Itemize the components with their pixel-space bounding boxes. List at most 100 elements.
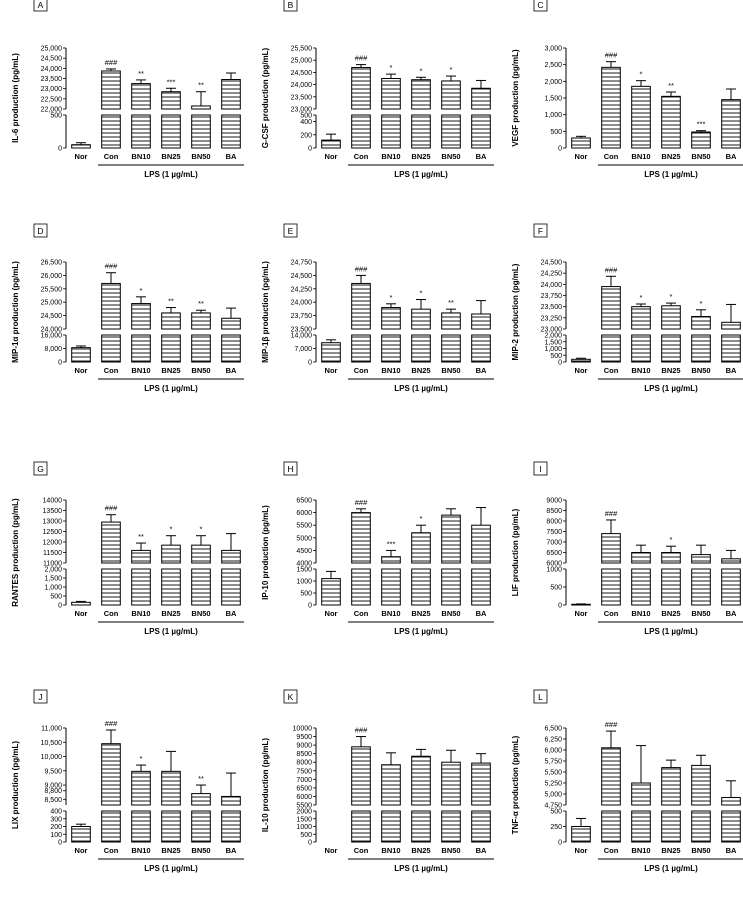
x-tick-label: Con: [104, 366, 119, 375]
bar-con: ### Con: [101, 58, 121, 161]
y-tick-label: 23,250: [541, 315, 563, 322]
bar-segment-upper: [411, 755, 431, 806]
y-tick-label: 6,500: [544, 726, 562, 733]
panel-h: H 4000 4500 5000 5500 6000 6500 0 500 1000 1500 IP-…: [261, 461, 494, 636]
bar-bn25: ** BN25: [661, 81, 681, 161]
significance-mark: ###: [355, 264, 368, 273]
bar-ba: BA: [221, 772, 241, 855]
bar-segment-upper: [101, 282, 121, 330]
bar-segment-upper: [721, 321, 741, 330]
x-tick-label: Nor: [325, 366, 338, 375]
y-tick-label: 8,800: [44, 788, 62, 795]
significance-mark: ###: [605, 720, 618, 729]
significance-mark: *: [170, 525, 173, 534]
bar-nor: Nor: [71, 142, 91, 161]
bar-segment-lower: [411, 568, 431, 606]
y-tick-label: 8000: [546, 519, 562, 526]
y-tick-label: 9,000: [44, 783, 62, 790]
panel-letter: K: [288, 692, 294, 702]
y-tick-label: 6500: [546, 550, 562, 557]
bar-con: ### Con: [101, 719, 121, 855]
bar-segment-upper: [221, 795, 241, 806]
bar-segment-lower: [441, 114, 461, 149]
bar-segment: [71, 826, 91, 843]
significance-mark: ###: [355, 54, 368, 63]
significance-mark: ***: [167, 77, 176, 86]
y-tick-label: 23,500: [41, 76, 63, 83]
x-tick-label: BN10: [131, 366, 150, 375]
significance-mark: *: [200, 525, 203, 534]
bar-segment-upper: [631, 306, 651, 330]
bar-segment-upper: [161, 91, 181, 110]
y-tick-label: 500: [300, 591, 312, 598]
y-tick-label: 5,250: [544, 781, 562, 788]
y-tick-label: 1000: [546, 567, 562, 574]
y-tick-label: 24,500: [541, 260, 563, 267]
bar-segment-lower: [471, 568, 491, 606]
y-tick-label: 1,000: [544, 112, 562, 119]
y-tick-label: 500: [550, 353, 562, 360]
bar-segment-upper: [191, 793, 211, 806]
y-tick-label: 200: [300, 132, 312, 139]
y-tick-label: 13000: [43, 519, 63, 526]
y-tick-label: 24,500: [291, 70, 313, 77]
significance-mark: *: [640, 293, 643, 302]
bar-segment-upper: [721, 558, 741, 564]
significance-mark: ###: [105, 262, 118, 271]
x-tick-label: Con: [604, 846, 619, 855]
bar-segment: [631, 85, 651, 149]
bar-segment-lower: [381, 810, 401, 843]
bar-segment-upper: [381, 764, 401, 806]
bar-bn25: BN25: [661, 759, 681, 855]
y-axis-label: RANTES production (pg/mL): [11, 498, 20, 607]
x-tick-label: BN50: [691, 609, 710, 618]
y-tick-label: 500: [550, 129, 562, 136]
bar-segment-lower: [691, 568, 711, 606]
bar-nor: Nor: [71, 823, 91, 855]
y-tick-label: 2,000: [544, 333, 562, 340]
y-tick-label: 6500: [296, 498, 312, 505]
bar-segment-lower: [101, 568, 121, 606]
y-tick-label: 0: [558, 603, 562, 610]
y-tick-label: 6000: [296, 794, 312, 801]
x-tick-label: Con: [354, 366, 369, 375]
lps-label: LPS (1 µg/mL): [144, 384, 198, 393]
bar-segment-upper: [191, 105, 211, 110]
x-tick-label: Con: [604, 152, 619, 161]
significance-mark: **: [168, 297, 174, 306]
y-tick-label: 24,250: [291, 286, 313, 293]
x-tick-label: BN10: [381, 366, 400, 375]
bar-segment-upper: [411, 79, 431, 110]
panel-g: G 11000 11500 12000 12500 13000 13500 14000 0 500…: [11, 461, 244, 636]
bar-ba: BA: [471, 507, 491, 618]
y-tick-label: 25,500: [41, 286, 63, 293]
y-tick-label: 300: [50, 816, 62, 823]
significance-mark: ###: [605, 51, 618, 60]
bar-bn10: * BN10: [631, 70, 651, 161]
bar-bn50: BN50: [441, 508, 461, 618]
bar-bn10: BN10: [381, 752, 401, 855]
significance-mark: **: [448, 298, 454, 307]
x-tick-label: Con: [354, 609, 369, 618]
x-tick-label: BA: [726, 366, 737, 375]
bar-con: ### Con: [601, 265, 621, 375]
y-axis-label: MIP-1α production (pg/mL): [11, 261, 20, 363]
x-tick-label: BN50: [441, 152, 460, 161]
y-tick-label: 250: [550, 824, 562, 831]
significance-mark: **: [138, 69, 144, 78]
x-tick-label: BN25: [661, 152, 680, 161]
bar-nor: Nor: [571, 817, 591, 855]
bar-segment-upper: [381, 556, 401, 564]
y-tick-label: 23,000: [291, 107, 313, 114]
y-tick-label: 23,750: [541, 293, 563, 300]
bar-segment-lower: [601, 334, 621, 363]
y-tick-label: 1,500: [544, 339, 562, 346]
bar-segment-upper: [131, 770, 151, 806]
y-tick-label: 5,500: [544, 770, 562, 777]
y-tick-label: 1000: [296, 824, 312, 831]
bar-segment-upper: [631, 552, 651, 564]
bar-con: ### Con: [101, 262, 121, 375]
bar-bn10: * BN10: [131, 754, 151, 855]
y-axis-label: G-CSF production (pg/mL): [261, 47, 270, 148]
bar-bn25: * BN25: [661, 535, 681, 618]
